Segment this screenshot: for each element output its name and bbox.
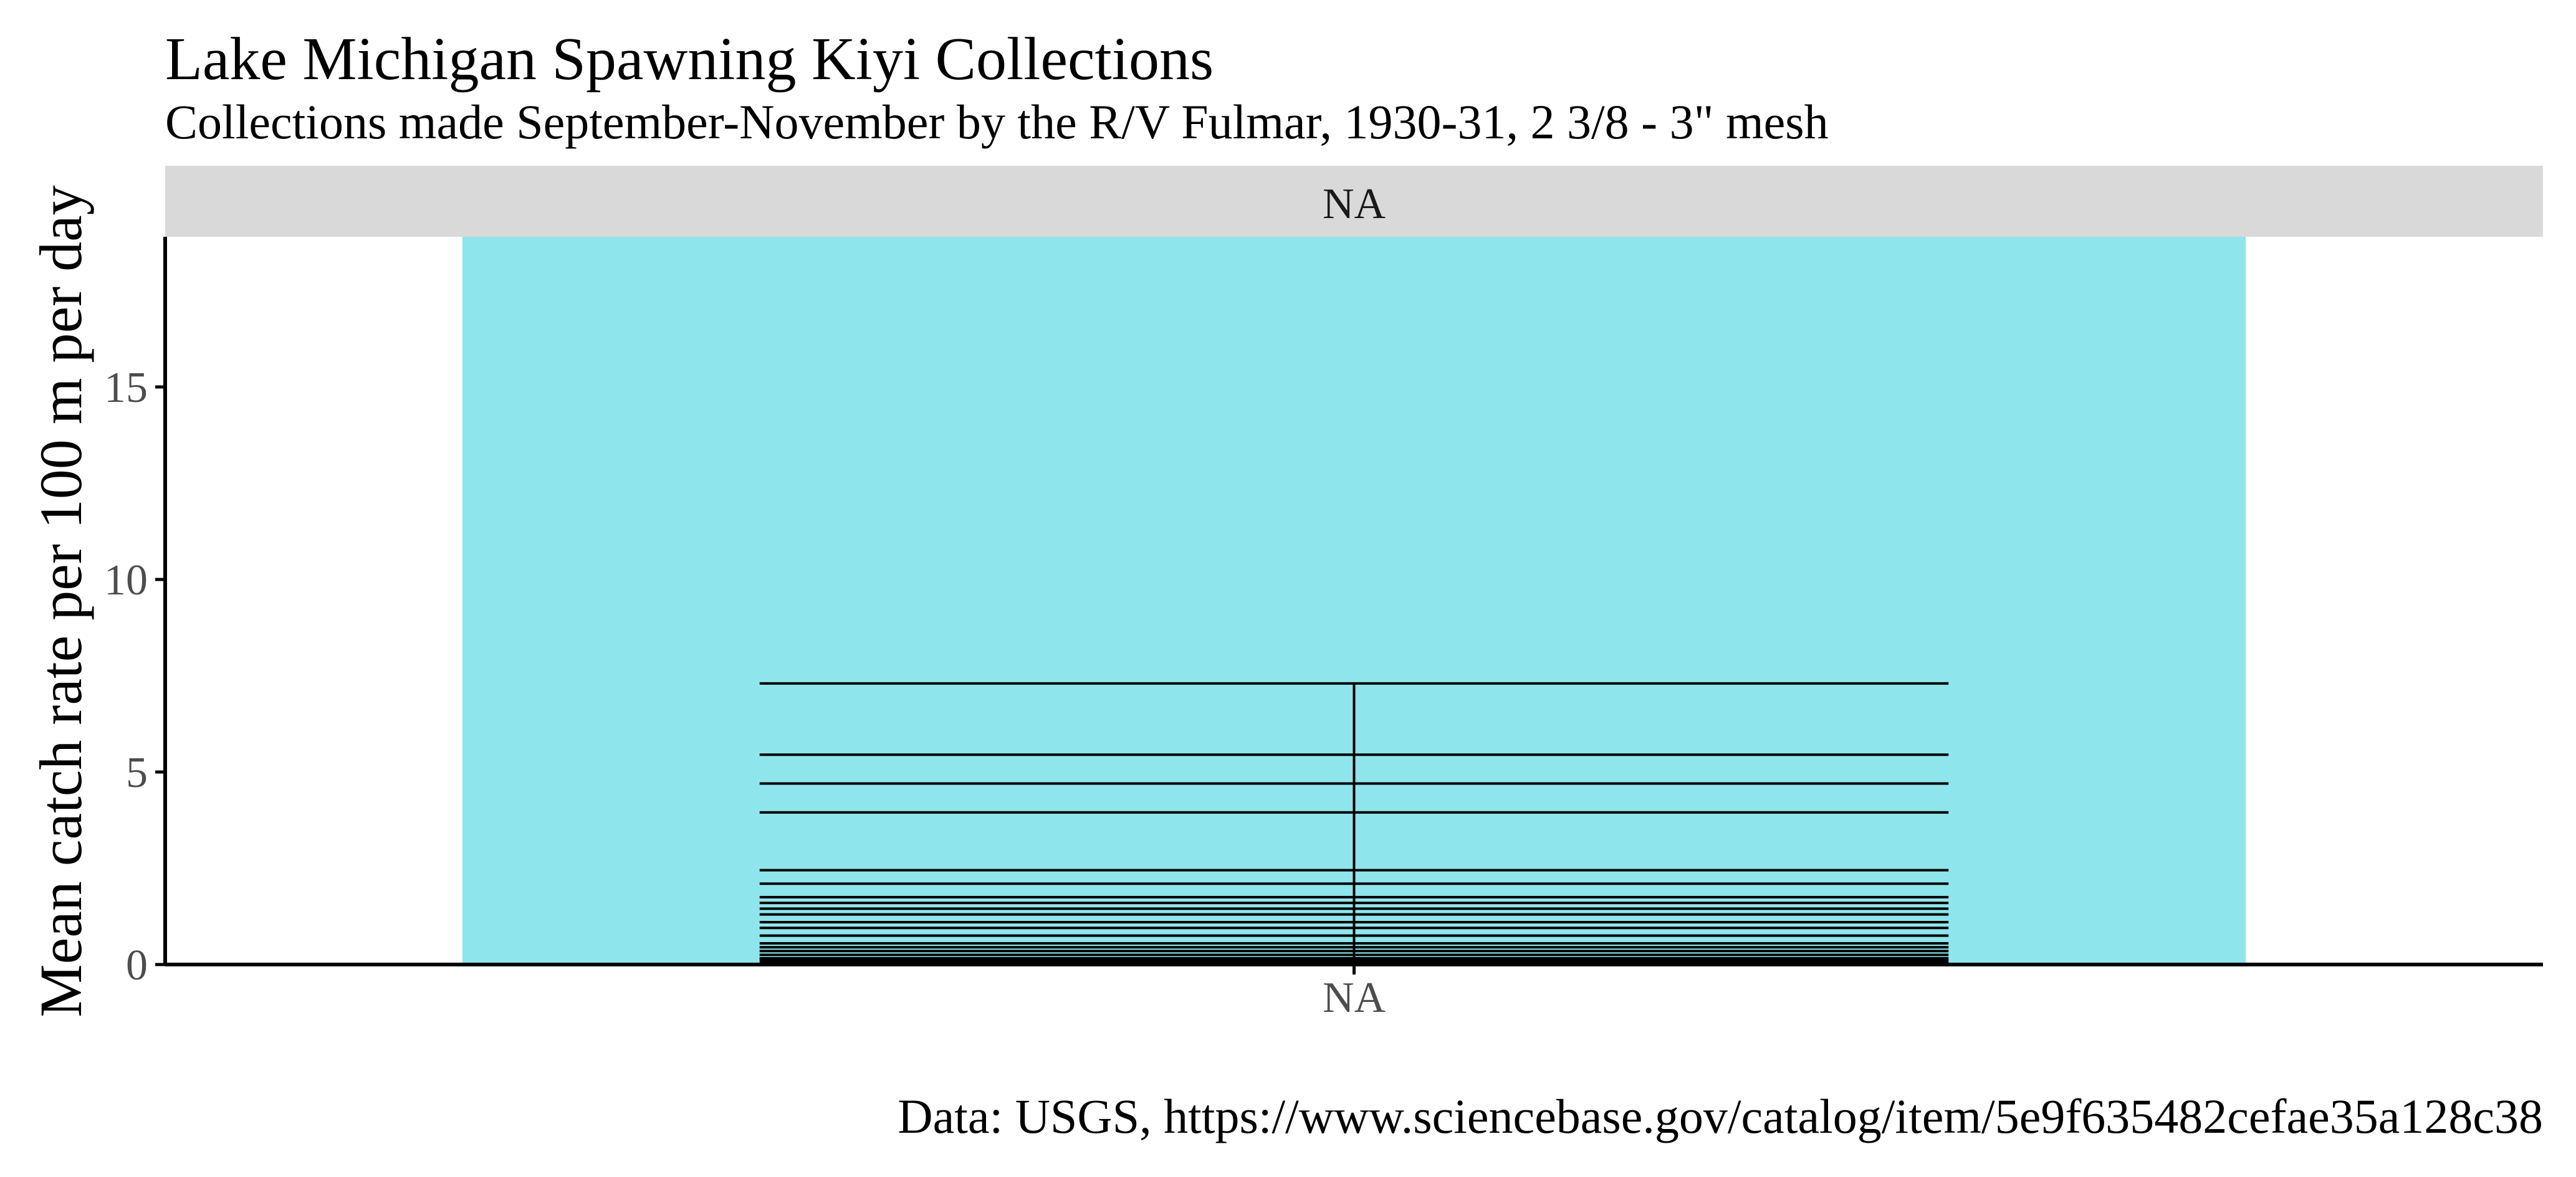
y-tick-label-2: 10 — [104, 556, 148, 604]
chart-subtitle: Collections made September-November by t… — [165, 95, 1829, 149]
plot-layer: NA 0 5 10 15 NA — [104, 166, 2543, 1022]
y-tick-label-0: 0 — [126, 941, 148, 989]
y-tick-label-1: 5 — [126, 749, 148, 797]
facet-strip-label: NA — [1323, 180, 1386, 228]
chart-caption: Data: USGS, https://www.sciencebase.gov/… — [898, 1089, 2543, 1143]
facet-strip — [165, 166, 2543, 237]
x-tick-label-0: NA — [1323, 974, 1386, 1022]
chart-title: Lake Michigan Spawning Kiyi Collections — [165, 26, 1214, 93]
y-tick-label-3: 15 — [104, 364, 148, 412]
y-axis-label: Mean catch rate per 100 m per day — [27, 185, 94, 1017]
